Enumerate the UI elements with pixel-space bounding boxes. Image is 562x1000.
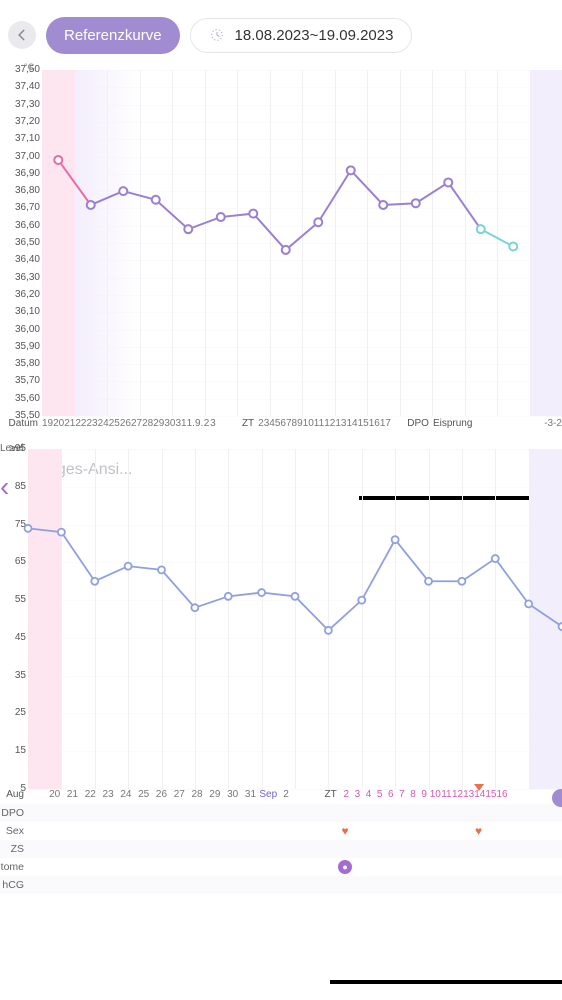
scrollbar-indicator-2 bbox=[330, 980, 562, 984]
chart1-plot[interactable] bbox=[42, 70, 562, 416]
chart2-plot[interactable] bbox=[28, 449, 562, 789]
arrow-left-icon bbox=[15, 28, 29, 42]
temperature-chart: °C 37,5037,4037,3037,2037,1037,0036,9036… bbox=[0, 70, 562, 416]
reference-curve-button[interactable]: Referenzkurve bbox=[46, 17, 180, 54]
date-range-picker[interactable]: 18.08.2023~19.09.2023 bbox=[190, 18, 413, 53]
chart2-data-rows: DPOSex♥♥ZStome●hCG bbox=[0, 804, 562, 894]
back-button[interactable] bbox=[8, 21, 36, 49]
chart2-back-chevron[interactable]: ‹ bbox=[0, 471, 9, 503]
date-range-text: 18.08.2023~19.09.2023 bbox=[235, 27, 394, 44]
level-chart: ‹ Tages-Ansi... ≥9585756555453525155 bbox=[0, 449, 562, 789]
chart1-xaxis: Datum192021222324252627282930311.9.23ZT2… bbox=[0, 416, 562, 431]
ovulation-marker bbox=[474, 784, 484, 791]
chart2-xaxis: Aug202122232425262728293031Sep2ZT2345678… bbox=[0, 789, 562, 804]
history-icon bbox=[209, 27, 225, 43]
